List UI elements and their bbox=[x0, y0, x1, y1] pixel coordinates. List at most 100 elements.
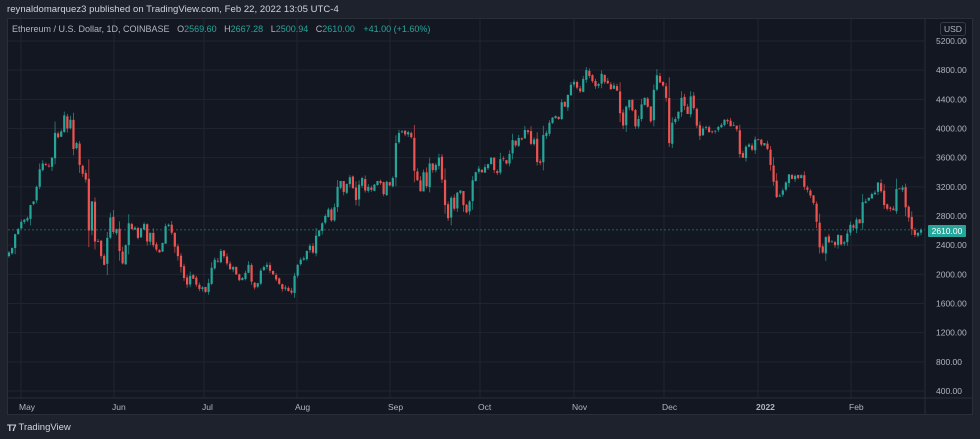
tradingview-logo-icon: T7 bbox=[7, 422, 16, 433]
time-tick: Oct bbox=[478, 402, 492, 412]
price-tick: 800.00 bbox=[936, 357, 962, 367]
candle-up bbox=[106, 237, 109, 264]
candle-up bbox=[532, 139, 536, 145]
candle-down bbox=[431, 163, 434, 171]
candle-down bbox=[634, 110, 637, 127]
candle-down bbox=[695, 108, 698, 126]
candle-down bbox=[290, 290, 293, 293]
candle-down bbox=[757, 139, 760, 141]
candle-down bbox=[772, 165, 775, 182]
candle-down bbox=[536, 138, 539, 163]
close-label: C bbox=[315, 24, 323, 34]
candle-up bbox=[247, 264, 250, 273]
candle-up bbox=[127, 223, 130, 246]
candle-down bbox=[179, 255, 183, 268]
candle-up bbox=[434, 164, 437, 171]
candle-up bbox=[20, 221, 23, 229]
candle-up bbox=[916, 232, 920, 236]
candle-down bbox=[883, 190, 886, 206]
candle-down bbox=[815, 203, 818, 222]
candle-up bbox=[305, 251, 308, 260]
candle-down bbox=[809, 190, 812, 196]
candle-up bbox=[867, 197, 870, 201]
candle-up bbox=[674, 119, 677, 123]
candle-down bbox=[87, 178, 90, 231]
candle-up bbox=[800, 175, 803, 178]
candle-up bbox=[499, 159, 502, 173]
symbol-title[interactable]: Ethereum / U.S. Dollar, 1D, COINBASE bbox=[12, 24, 170, 34]
candle-up bbox=[843, 242, 846, 244]
candle-up bbox=[10, 248, 14, 254]
time-tick: Sep bbox=[388, 402, 403, 412]
candle-up bbox=[232, 267, 235, 270]
candle-down bbox=[812, 195, 815, 203]
candle-down bbox=[505, 160, 508, 164]
high-value: 2667.28 bbox=[230, 24, 264, 34]
candle-down bbox=[708, 127, 711, 133]
currency-badge[interactable]: USD bbox=[940, 22, 966, 36]
candle-down bbox=[186, 277, 189, 285]
candle-up bbox=[572, 81, 576, 85]
candle-down bbox=[287, 287, 290, 292]
candle-up bbox=[486, 164, 490, 169]
time-tick: 2022 bbox=[756, 402, 775, 412]
candle-up bbox=[397, 132, 401, 143]
candle-up bbox=[474, 172, 477, 182]
candle-down bbox=[66, 116, 69, 129]
candle-up bbox=[744, 146, 748, 159]
candle-up bbox=[53, 132, 57, 159]
candle-down bbox=[852, 225, 855, 228]
candle-up bbox=[244, 272, 247, 279]
candle-up bbox=[14, 234, 17, 249]
candle-up bbox=[551, 117, 554, 123]
candle-down bbox=[840, 235, 843, 245]
candle-up bbox=[652, 89, 655, 121]
candle-down bbox=[130, 224, 133, 230]
candle-down bbox=[806, 187, 809, 190]
candle-down bbox=[557, 116, 560, 120]
candle-up bbox=[864, 201, 867, 203]
candle-down bbox=[222, 250, 226, 257]
candle-down bbox=[827, 236, 830, 243]
candle-down bbox=[526, 130, 530, 133]
candle-up bbox=[689, 96, 692, 115]
candle-down bbox=[711, 131, 714, 133]
candle-up bbox=[302, 258, 305, 260]
candle-down bbox=[44, 164, 47, 165]
candle-down bbox=[493, 157, 496, 171]
candle-up bbox=[308, 245, 312, 251]
candle-up bbox=[612, 85, 616, 89]
change-value: +41.00 (+1.60%) bbox=[363, 24, 431, 34]
candle-down bbox=[539, 161, 542, 163]
candle-up bbox=[259, 270, 262, 284]
candle-up bbox=[677, 111, 680, 119]
candle-up bbox=[456, 192, 459, 209]
candle-down bbox=[228, 263, 232, 270]
price-tick: 5200.00 bbox=[936, 36, 967, 46]
candle-down bbox=[514, 140, 517, 146]
candle-down bbox=[410, 133, 413, 138]
candle-down bbox=[904, 187, 907, 208]
candle-down bbox=[480, 169, 483, 173]
candle-down bbox=[665, 86, 668, 98]
candle-down bbox=[192, 275, 195, 279]
candle-down bbox=[96, 241, 100, 242]
candle-down bbox=[453, 197, 456, 209]
candle-down bbox=[692, 95, 695, 109]
candle-up bbox=[830, 241, 834, 243]
candle-down bbox=[370, 187, 373, 190]
candle-down bbox=[100, 240, 103, 257]
candle-up bbox=[732, 124, 735, 126]
candle-down bbox=[818, 222, 821, 248]
candle-up bbox=[625, 106, 628, 126]
candle-down bbox=[766, 143, 769, 149]
candle-up bbox=[747, 144, 751, 147]
candle-up bbox=[643, 97, 646, 105]
candle-up bbox=[680, 97, 683, 113]
candle-up bbox=[189, 275, 192, 285]
candle-up bbox=[213, 259, 216, 269]
candle-down bbox=[769, 149, 772, 165]
candle-down bbox=[425, 172, 428, 187]
candle-down bbox=[462, 191, 465, 206]
